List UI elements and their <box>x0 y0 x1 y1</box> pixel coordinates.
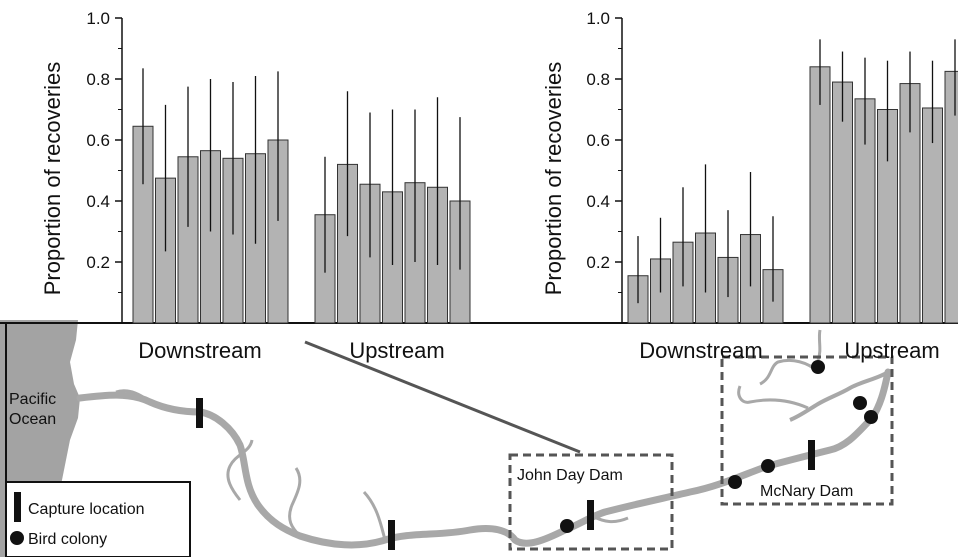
bar-chart-1: 0.2 0.4 0.6 0.8 1.0 Proportion of recoveries D… <box>40 9 471 363</box>
bird-colony-marker <box>728 475 742 489</box>
legend-colony-label: Bird colony <box>28 531 107 548</box>
group-label: Upstream <box>844 338 939 363</box>
bird-colony-marker <box>811 360 825 374</box>
river-branch <box>759 358 820 386</box>
river-branch <box>737 385 809 410</box>
river-branch <box>226 439 254 501</box>
capture-location-marker <box>388 520 395 550</box>
bird-colony-marker <box>560 519 574 533</box>
group-label: Downstream <box>138 338 261 363</box>
y-tick-label: 0.8 <box>586 70 610 89</box>
ocean-label: Pacific <box>9 391 56 408</box>
y-tick-label: 0.8 <box>86 70 110 89</box>
bar-chart-2: 0.2 0.4 0.6 0.8 1.0 Proportion of recoveries D… <box>541 9 958 363</box>
river-branch <box>115 389 151 404</box>
y-tick-label: 0.2 <box>86 253 110 272</box>
y-axis-label: Proportion of recoveries <box>541 62 566 296</box>
y-tick-label: 1.0 <box>86 9 110 28</box>
bird-colony-marker <box>853 396 867 410</box>
bar <box>944 70 958 324</box>
legend-box <box>5 481 191 557</box>
legend-colony-symbol <box>10 531 24 545</box>
mcnary-dam-label: McNary Dam <box>760 483 853 500</box>
y-tick-label: 1.0 <box>586 9 610 28</box>
columbia-river <box>76 368 892 549</box>
legend-capture-symbol <box>14 492 21 522</box>
ocean-label: Ocean <box>9 411 56 428</box>
capture-location-marker <box>808 440 815 470</box>
y-tick-label: 0.4 <box>586 192 610 211</box>
river-branch <box>362 490 387 541</box>
bird-colony-marker <box>864 410 878 424</box>
legend-capture-label: Capture location <box>28 501 145 518</box>
y-tick-label: 0.2 <box>586 253 610 272</box>
y-tick-label: 0.4 <box>86 192 110 211</box>
capture-location-marker <box>196 398 203 428</box>
capture-location-marker <box>587 500 594 530</box>
john-day-dam-label: John Day Dam <box>517 467 623 484</box>
mcnary-dam-box <box>720 355 894 506</box>
river-branch <box>789 370 890 422</box>
bar-charts: 0.2 0.4 0.6 0.8 1.0 Proportion of recoveries D… <box>40 9 958 363</box>
bird-colony-marker <box>761 459 775 473</box>
group-label: Downstream <box>639 338 762 363</box>
y-tick-label: 0.6 <box>586 131 610 150</box>
river-branch <box>288 467 302 538</box>
bar <box>809 66 831 324</box>
y-tick-label: 0.6 <box>86 131 110 150</box>
zoom-connector-line <box>304 340 581 454</box>
map-legend: Capture location Bird colony <box>5 481 191 557</box>
y-axis-label: Proportion of recoveries <box>40 62 65 296</box>
group-label: Upstream <box>349 338 444 363</box>
river-branch <box>591 514 629 524</box>
river-map: Pacific Ocean John Day Dam McNary Dam Ca… <box>0 320 958 557</box>
john-day-dam-box <box>508 453 674 551</box>
